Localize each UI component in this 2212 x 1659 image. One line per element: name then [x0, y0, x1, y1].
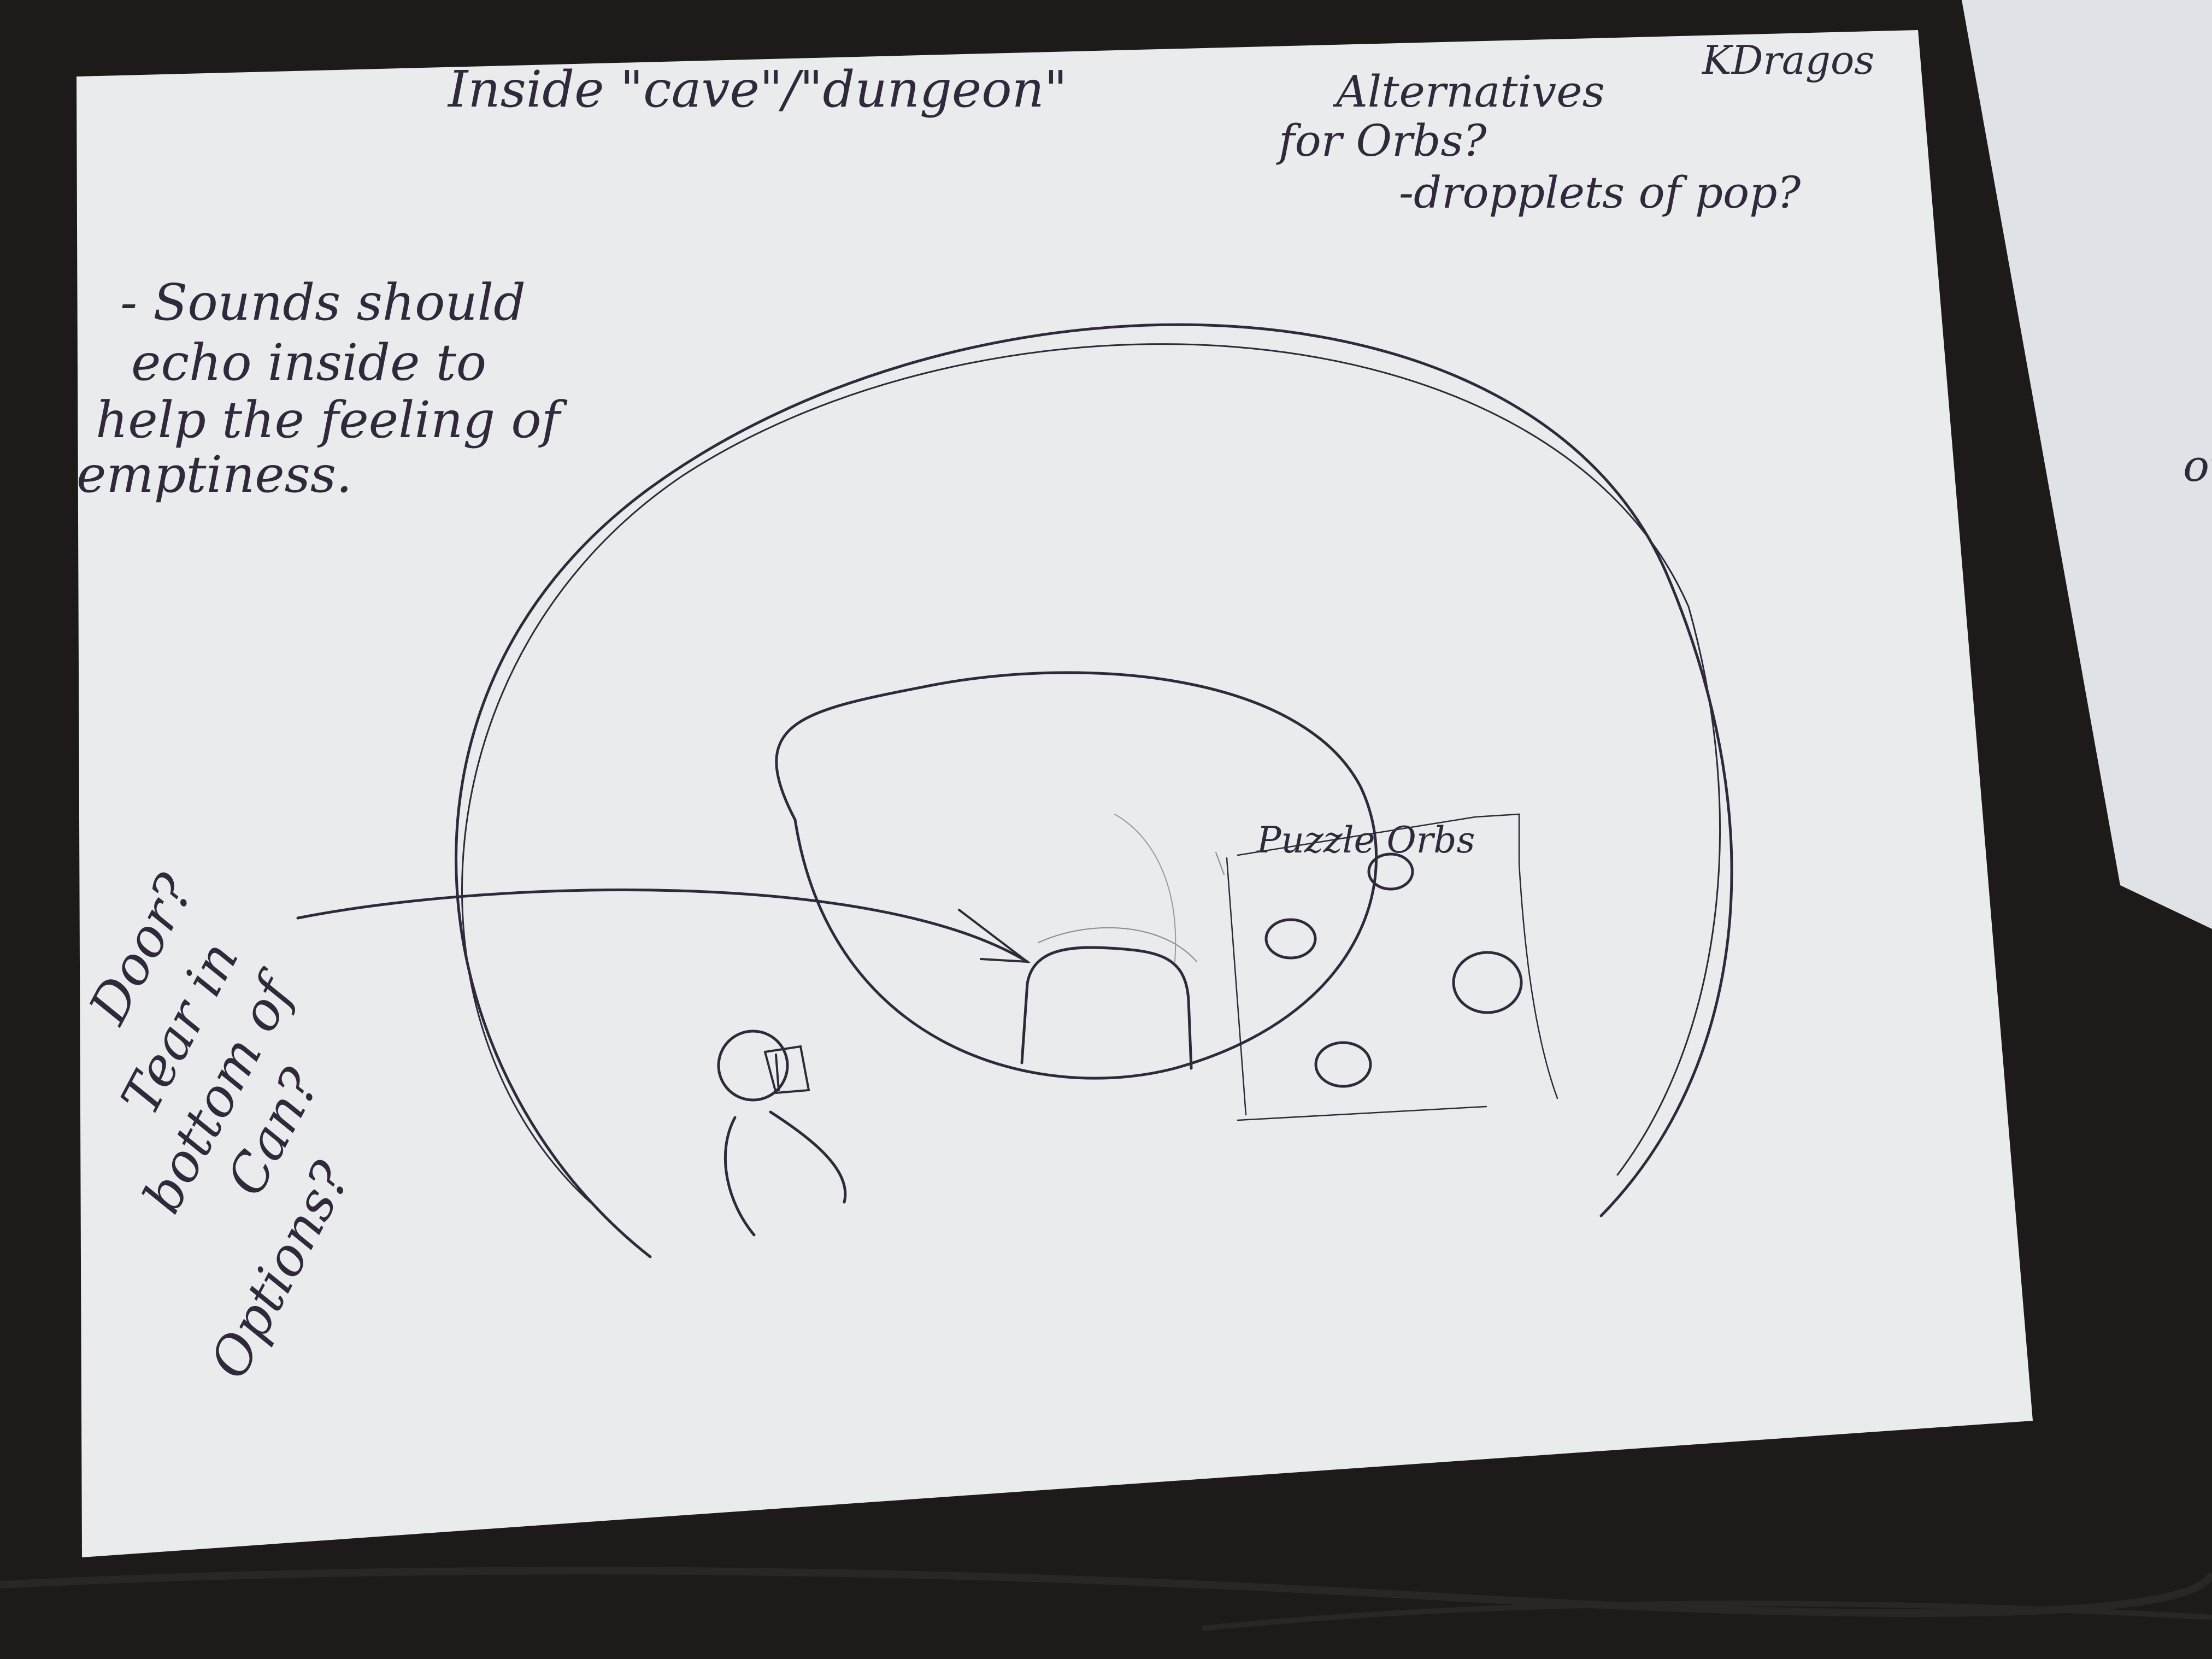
- second-paper-sheet: [1962, 0, 2212, 929]
- desk-grain: [1202, 1601, 2212, 1631]
- sketch-signature: KDragos: [1701, 37, 1874, 83]
- orb-wall-panel: [1226, 813, 1558, 1121]
- inner-chamber-outline: [775, 671, 1378, 1080]
- orb-wall-panel-faint: [1215, 852, 1225, 875]
- character-head: [717, 1029, 789, 1102]
- sketch-drawing: [296, 323, 1733, 1258]
- character-body: [724, 1110, 847, 1237]
- sound-note-line1: - Sounds should: [120, 273, 526, 332]
- puzzle-orb: [1264, 918, 1317, 960]
- sketch-title: Inside "cave"/"dungeon": [447, 60, 1067, 119]
- door-arrow-head: [958, 909, 1031, 963]
- puzzle-orbs-label: Puzzle Orbs: [1256, 819, 1475, 861]
- sound-note-line3: help the feeling of: [96, 391, 568, 449]
- outer-cave-arc-inner: [461, 343, 1721, 1203]
- outer-cave-arc: [455, 323, 1733, 1258]
- alternatives-note-line3: -dropplets of pop?: [1399, 167, 1801, 218]
- paper-sheet: [77, 30, 2033, 1557]
- puzzle-orb: [1367, 852, 1414, 891]
- door-sketch: [1020, 946, 1193, 1070]
- sound-note-line2: echo inside to: [131, 333, 486, 392]
- door-sketch-faint: [1038, 927, 1197, 962]
- sound-note-line4: emptiness.: [77, 445, 352, 504]
- puzzle-orb: [1314, 1041, 1372, 1088]
- puzzle-orb: [1452, 951, 1523, 1014]
- character-can-mouth: [763, 1045, 810, 1095]
- alternatives-note-line2: for Orbs?: [1276, 115, 1487, 166]
- door-arrow: [296, 889, 1029, 963]
- second-page-fragment: ot: [2183, 440, 2212, 491]
- alternatives-note-line1: Alternatives: [1332, 66, 1605, 117]
- faint-guide-line: [1114, 814, 1176, 962]
- desk-grain: [0, 1567, 2212, 1617]
